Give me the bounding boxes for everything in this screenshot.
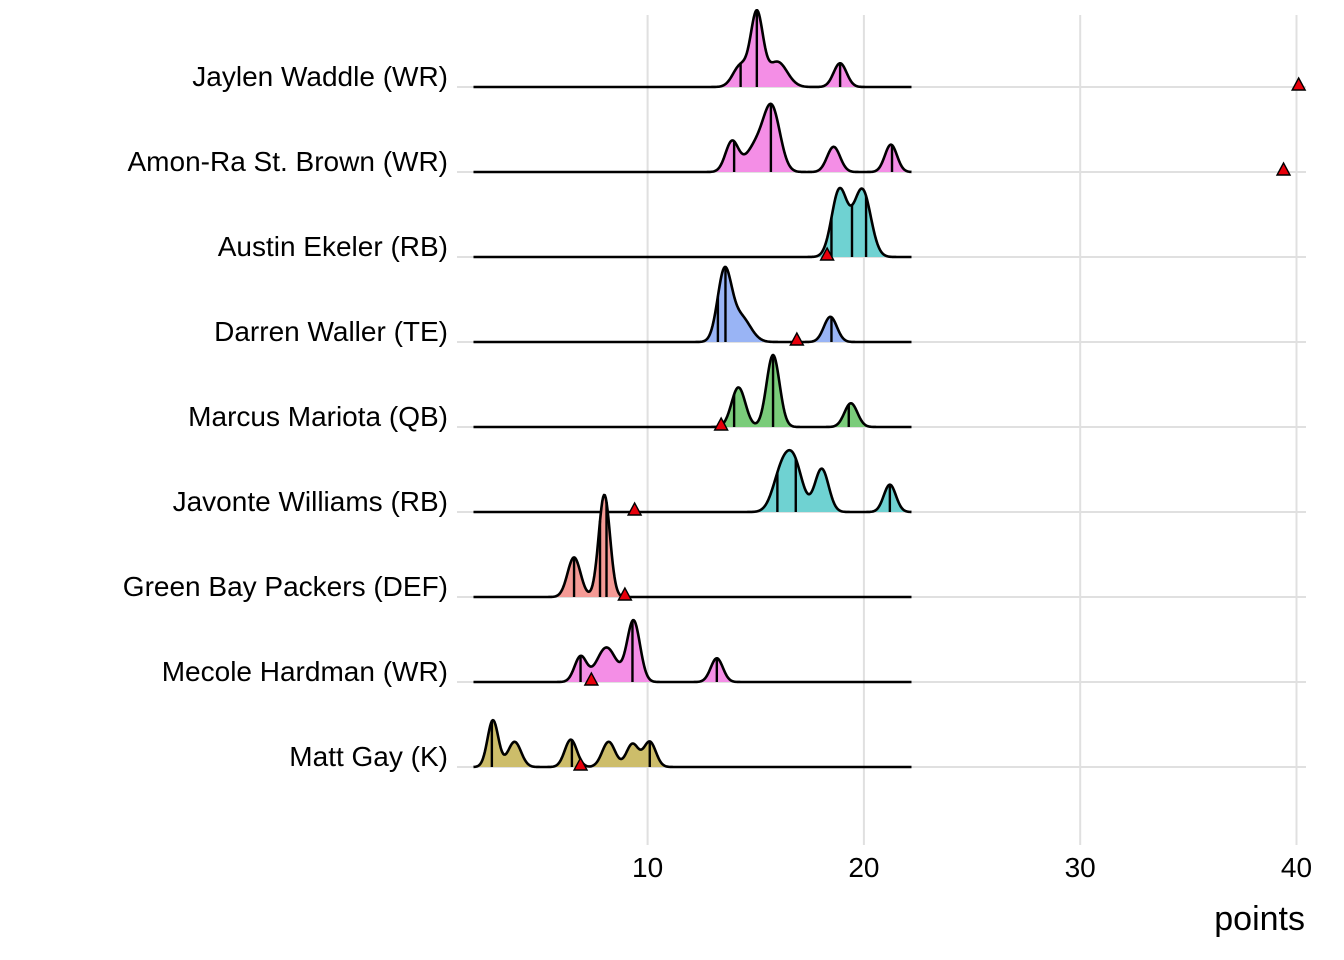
ridge-row [473, 265, 912, 346]
y-tick-label: Marcus Mariota (QB) [188, 401, 448, 432]
actual-points-marker [713, 416, 729, 431]
x-tick-label: 30 [1065, 852, 1096, 883]
ridge-row [473, 618, 912, 686]
x-axis-title: points [1214, 900, 1305, 938]
actual-points-marker [1275, 161, 1292, 176]
ridge-row [473, 8, 1307, 91]
ridge-row [473, 353, 912, 431]
grid [457, 15, 1306, 845]
density-curve [473, 353, 912, 429]
y-tick-label: Green Bay Packers (DEF) [123, 571, 448, 602]
density-curve [473, 102, 912, 174]
actual-points-marker [1290, 76, 1307, 91]
y-tick-label: Jaylen Waddle (WR) [192, 61, 448, 92]
y-axis-labels: Jaylen Waddle (WR) Amon-Ra St. Brown (WR)… [123, 61, 448, 772]
actual-points-marker [572, 756, 589, 771]
density-curve [473, 618, 912, 684]
x-axis-ticks: 10 20 30 40 [632, 852, 1312, 883]
x-tick-label: 40 [1281, 852, 1312, 883]
density-fill [473, 103, 912, 172]
y-tick-label: Matt Gay (K) [289, 741, 448, 772]
actual-points-marker [617, 586, 633, 601]
actual-points-marker [789, 331, 805, 346]
density-curve [473, 8, 912, 89]
ridge-row [473, 102, 1292, 176]
y-tick-label: Darren Waller (TE) [214, 316, 448, 347]
actual-points-marker [583, 671, 600, 686]
density-curve [473, 493, 912, 599]
y-tick-label: Javonte Williams (RB) [173, 486, 448, 517]
ridges [473, 8, 1307, 771]
density-curve [473, 718, 912, 769]
y-tick-label: Mecole Hardman (WR) [162, 656, 448, 687]
density-fill [473, 266, 912, 342]
ridge-row [473, 718, 912, 771]
x-tick-label: 10 [632, 852, 663, 883]
density-fill [473, 355, 912, 427]
density-fill [473, 188, 912, 257]
density-fill [473, 10, 912, 88]
density-curve [473, 186, 912, 259]
density-fill [473, 720, 912, 767]
x-tick-label: 20 [848, 852, 879, 883]
ridge-row [473, 448, 912, 516]
y-tick-label: Austin Ekeler (RB) [218, 231, 448, 262]
density-fill [473, 450, 912, 512]
density-fill [473, 494, 912, 597]
density-fill [473, 620, 912, 682]
density-curve [473, 448, 912, 514]
actual-points-marker [819, 246, 835, 261]
ridge-row [473, 186, 912, 261]
ridge-row [473, 493, 912, 601]
y-tick-label: Amon-Ra St. Brown (WR) [128, 146, 449, 177]
density-curve [473, 265, 912, 344]
actual-points-marker [626, 501, 643, 516]
